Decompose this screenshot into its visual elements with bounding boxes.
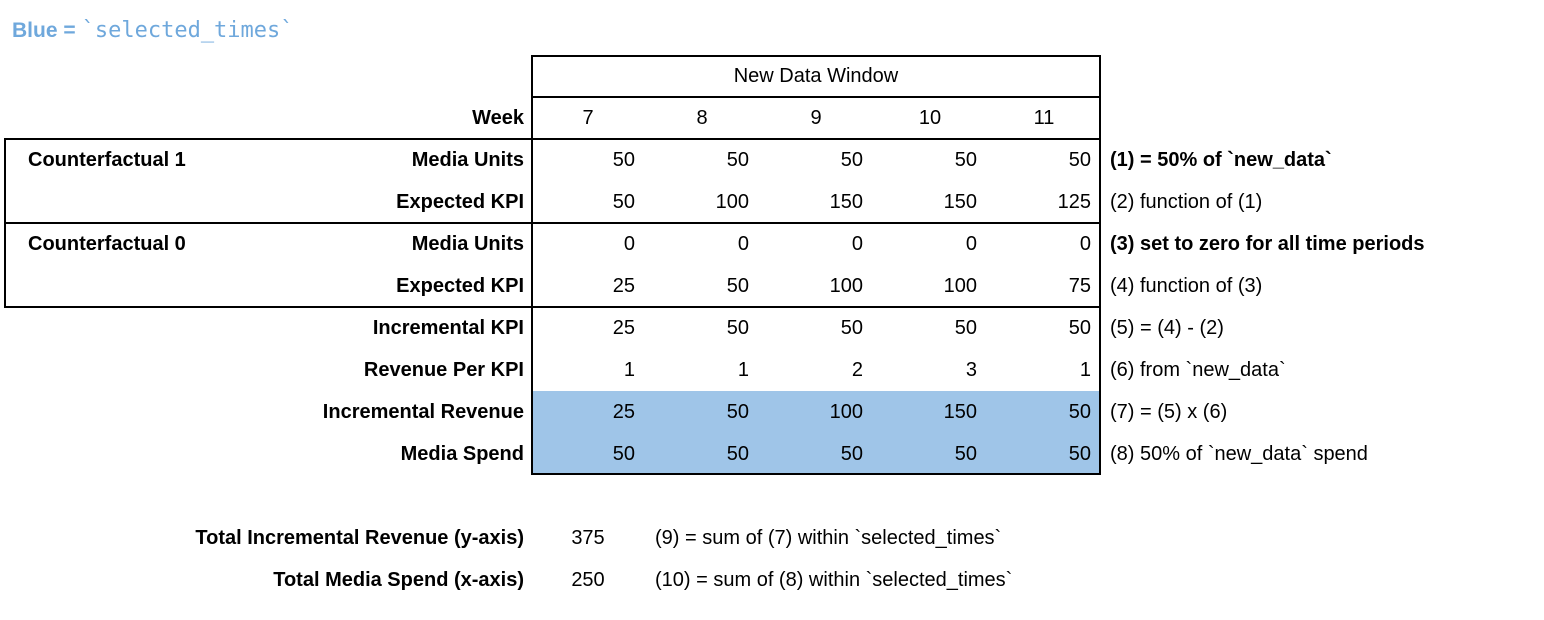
cell: 1 [737, 358, 749, 381]
cell: 50 [840, 316, 863, 339]
cell: 50 [612, 148, 635, 171]
cell: 50 [726, 274, 749, 297]
cell: 100 [715, 190, 749, 213]
label-box-left-border [4, 138, 6, 308]
summary-label-total-media-spend: Total Media Spend (x-axis) [273, 568, 524, 591]
cell: 0 [737, 232, 749, 255]
table-row-header: Media Spend [4, 433, 531, 475]
cell-highlighted: 50 [612, 442, 635, 465]
table-row-header: Expected KPI [4, 265, 531, 307]
group-label-counterfactual-0: Counterfactual 0 [28, 232, 186, 255]
cell: 50 [954, 148, 977, 171]
cell: 25 [612, 274, 635, 297]
cell: 50 [726, 148, 749, 171]
cell-highlighted: 50 [1068, 442, 1091, 465]
week-col-5: 11 [1033, 106, 1055, 129]
cell-highlighted: 50 [726, 400, 749, 423]
line-under-window-title [531, 96, 1101, 98]
summary-value-total-incremental-revenue: 375 [571, 526, 605, 549]
table-row-header: Counterfactual 1 Media Units [4, 139, 531, 181]
table-row-header: Counterfactual 0 Media Units [4, 223, 531, 265]
row-label: Incremental KPI [372, 316, 524, 339]
cell-highlighted: 50 [840, 442, 863, 465]
cell: 50 [612, 190, 635, 213]
spacer [4, 55, 531, 97]
row-label: Media Spend [400, 442, 524, 465]
week-col-3: 9 [810, 106, 822, 129]
cell: 150 [829, 190, 863, 213]
cell: 50 [840, 148, 863, 171]
row-label: Media Units [411, 148, 524, 171]
row-note: (2) function of (1) [1110, 190, 1263, 213]
row-note: (6) from `new_data` [1110, 358, 1286, 381]
row-note: (3) set to zero for all time periods [1110, 232, 1425, 255]
cell-highlighted: 50 [726, 442, 749, 465]
cell: 2 [851, 358, 863, 381]
row-label: Expected KPI [396, 190, 524, 213]
cell: 0 [1079, 232, 1091, 255]
line-between-counterfactuals [4, 222, 1101, 224]
week-col-4: 10 [918, 106, 942, 129]
summary-note: (9) = sum of (7) within `selected_times` [655, 526, 1002, 549]
line-below-counterfactual-0 [4, 306, 1101, 308]
cell: 1 [1079, 358, 1091, 381]
legend-code-selected-times: `selected_times` [81, 18, 294, 43]
week-col-1: 7 [582, 106, 594, 129]
week-header: Week [4, 97, 531, 139]
cell: 100 [943, 274, 977, 297]
summary-section: Total Incremental Revenue (y-axis) 375 (… [4, 517, 1525, 601]
row-label: Expected KPI [396, 274, 524, 297]
cell: 75 [1068, 274, 1091, 297]
group-label-counterfactual-1: Counterfactual 1 [28, 148, 186, 171]
row-note: (4) function of (3) [1110, 274, 1263, 297]
row-note: (7) = (5) x (6) [1110, 400, 1228, 423]
cell: 0 [851, 232, 863, 255]
row-label: Revenue Per KPI [363, 358, 524, 381]
cell: 50 [954, 316, 977, 339]
selected-times-highlight [533, 391, 1099, 473]
legend-prefix: Blue = [12, 19, 76, 42]
cell: 50 [1068, 148, 1091, 171]
cell: 3 [965, 358, 977, 381]
table-row-header: Incremental KPI [4, 307, 531, 349]
legend: Blue = `selected_times` [12, 18, 294, 43]
row-label: Incremental Revenue [322, 400, 524, 423]
cell: 0 [965, 232, 977, 255]
summary-value-total-media-spend: 250 [571, 568, 605, 591]
table-row-header: Incremental Revenue [4, 391, 531, 433]
window-title: New Data Window [733, 64, 899, 87]
summary-note: (10) = sum of (8) within `selected_times… [655, 568, 1013, 591]
row-note: (8) 50% of `new_data` spend [1110, 442, 1368, 465]
table-row-header: Expected KPI [4, 181, 531, 223]
cell: 1 [623, 358, 635, 381]
cell-highlighted: 150 [943, 400, 977, 423]
week-label: Week [472, 106, 524, 129]
calculation-table: New Data Window Week 7 8 9 10 11 Counter… [4, 55, 1544, 475]
week-col-2: 8 [696, 106, 708, 129]
cell: 125 [1057, 190, 1091, 213]
cell: 150 [943, 190, 977, 213]
cell-highlighted: 100 [829, 400, 863, 423]
data-block-border [531, 55, 1101, 475]
cell: 25 [612, 316, 635, 339]
cell: 50 [726, 316, 749, 339]
spacer [1101, 97, 1544, 139]
cell-highlighted: 50 [954, 442, 977, 465]
row-note: (5) = (4) - (2) [1110, 316, 1224, 339]
row-label: Media Units [411, 232, 524, 255]
cell: 100 [829, 274, 863, 297]
table-row-header: Revenue Per KPI [4, 349, 531, 391]
cell-highlighted: 50 [1068, 400, 1091, 423]
cell-highlighted: 25 [612, 400, 635, 423]
line-under-week-row [4, 138, 1101, 140]
cell: 0 [623, 232, 635, 255]
spacer [1101, 55, 1544, 97]
row-note: (1) = 50% of `new_data` [1110, 148, 1332, 171]
cell: 50 [1068, 316, 1091, 339]
summary-label-total-incremental-revenue: Total Incremental Revenue (y-axis) [195, 526, 524, 549]
